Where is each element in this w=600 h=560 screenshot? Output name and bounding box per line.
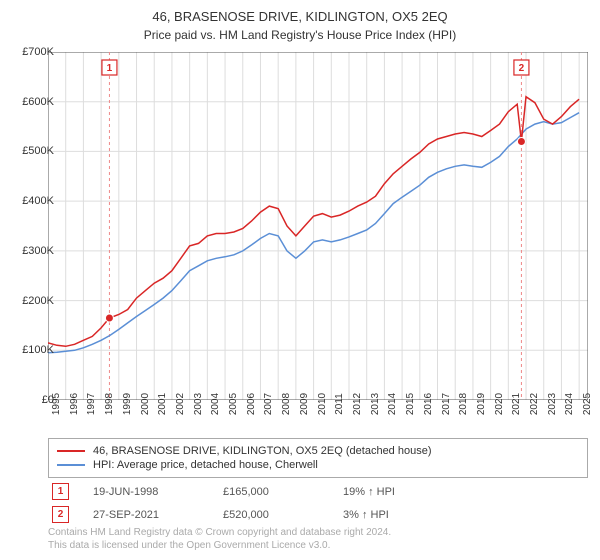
x-tick-label: 2016 (423, 393, 434, 415)
y-tick-label: £600K (8, 96, 54, 108)
transaction-row: 1 19-JUN-1998£165,00019% ↑ HPI (48, 480, 588, 503)
chart-plot-area: 12 (48, 52, 588, 400)
legend-swatch (57, 450, 85, 452)
x-tick-label: 2005 (228, 393, 239, 415)
legend-swatch (57, 464, 85, 466)
x-tick-label: 2011 (334, 393, 345, 415)
svg-text:2: 2 (519, 63, 525, 74)
footer-attribution: Contains HM Land Registry data © Crown c… (48, 526, 391, 552)
x-tick-label: 2010 (317, 393, 328, 415)
x-tick-label: 2001 (157, 393, 168, 415)
x-tick-label: 2024 (564, 393, 575, 415)
transaction-price: £520,000 (223, 509, 343, 521)
legend-label: HPI: Average price, detached house, Cher… (93, 459, 318, 471)
x-tick-label: 2009 (299, 393, 310, 415)
x-tick-label: 2018 (458, 393, 469, 415)
x-tick-label: 2004 (210, 393, 221, 415)
x-tick-label: 2017 (441, 393, 452, 415)
x-tick-label: 1996 (69, 393, 80, 415)
transactions-table: 1 19-JUN-1998£165,00019% ↑ HPI 2 27-SEP-202… (48, 480, 588, 526)
chart-title: 46, BRASENOSE DRIVE, KIDLINGTON, OX5 2EQ (0, 0, 600, 26)
legend: 46, BRASENOSE DRIVE, KIDLINGTON, OX5 2EQ… (48, 438, 588, 478)
transaction-marker: 2 (52, 506, 69, 523)
y-tick-label: £300K (8, 245, 54, 257)
x-tick-label: 1999 (122, 393, 133, 415)
y-tick-label: £200K (8, 295, 54, 307)
x-tick-label: 2013 (370, 393, 381, 415)
x-tick-label: 1995 (51, 393, 62, 415)
y-tick-label: £0 (8, 394, 54, 406)
legend-item: 46, BRASENOSE DRIVE, KIDLINGTON, OX5 2EQ… (57, 444, 579, 458)
x-tick-label: 2006 (246, 393, 257, 415)
transaction-pct: 3% ↑ HPI (343, 509, 463, 521)
x-tick-label: 2025 (582, 393, 593, 415)
x-tick-label: 1997 (86, 393, 97, 415)
y-tick-label: £700K (8, 46, 54, 58)
x-tick-label: 2015 (405, 393, 416, 415)
transaction-date: 19-JUN-1998 (93, 486, 223, 498)
svg-text:1: 1 (107, 63, 113, 74)
legend-item: HPI: Average price, detached house, Cher… (57, 458, 579, 472)
transaction-date: 27-SEP-2021 (93, 509, 223, 521)
x-tick-label: 2023 (547, 393, 558, 415)
x-tick-label: 2008 (281, 393, 292, 415)
transaction-pct: 19% ↑ HPI (343, 486, 463, 498)
x-tick-label: 2021 (511, 393, 522, 415)
y-tick-label: £100K (8, 344, 54, 356)
y-tick-label: £500K (8, 145, 54, 157)
x-tick-label: 1998 (104, 393, 115, 415)
transaction-marker: 1 (52, 483, 69, 500)
x-tick-label: 2020 (494, 393, 505, 415)
chart-svg: 12 (48, 52, 588, 400)
x-tick-label: 2002 (175, 393, 186, 415)
x-tick-label: 2022 (529, 393, 540, 415)
transaction-row: 2 27-SEP-2021£520,0003% ↑ HPI (48, 503, 588, 526)
x-tick-label: 2000 (140, 393, 151, 415)
transaction-price: £165,000 (223, 486, 343, 498)
x-tick-label: 2003 (193, 393, 204, 415)
legend-label: 46, BRASENOSE DRIVE, KIDLINGTON, OX5 2EQ… (93, 445, 432, 457)
x-tick-label: 2007 (263, 393, 274, 415)
chart-subtitle: Price paid vs. HM Land Registry's House … (0, 26, 600, 46)
footer-line1: Contains HM Land Registry data © Crown c… (48, 526, 391, 539)
x-tick-label: 2014 (387, 393, 398, 415)
chart-container: 46, BRASENOSE DRIVE, KIDLINGTON, OX5 2EQ… (0, 0, 600, 560)
x-tick-label: 2012 (352, 393, 363, 415)
y-tick-label: £400K (8, 195, 54, 207)
x-tick-label: 2019 (476, 393, 487, 415)
footer-line2: This data is licensed under the Open Gov… (48, 539, 391, 552)
